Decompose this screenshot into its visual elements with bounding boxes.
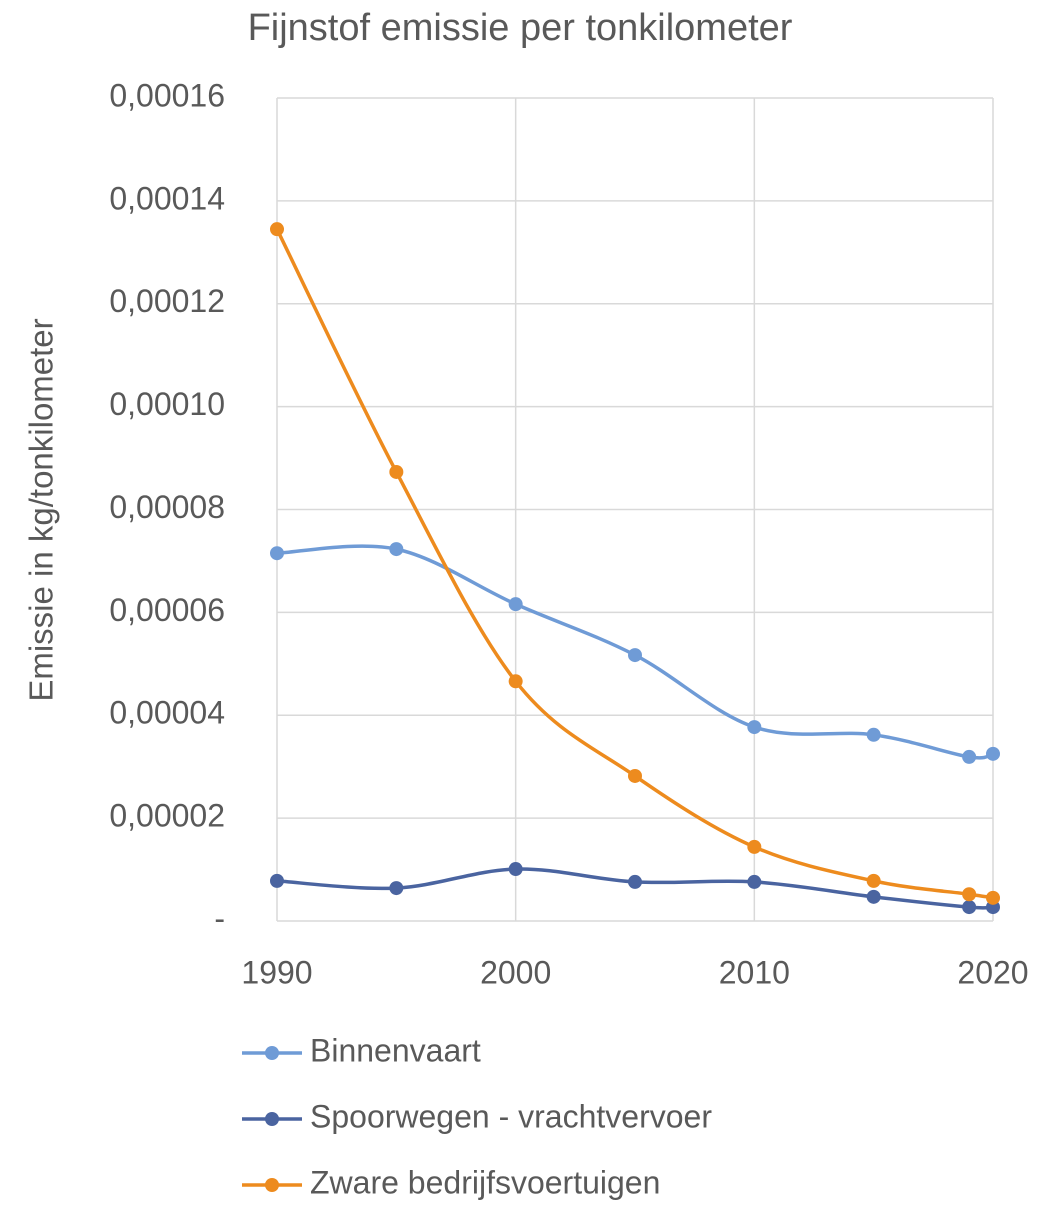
y-tick-label: 0,00010 <box>109 386 225 422</box>
data-point <box>628 874 642 889</box>
data-point <box>270 873 284 888</box>
legend-marker <box>265 1178 279 1192</box>
data-point <box>270 222 284 237</box>
y-tick-label: 0,00016 <box>109 77 225 113</box>
x-tick-label: 2010 <box>719 954 790 990</box>
x-tick-label: 2020 <box>957 954 1028 990</box>
y-tick-label: 0,00002 <box>109 798 225 834</box>
series-line <box>275 228 994 900</box>
y-tick-label: 0,00014 <box>109 180 225 216</box>
data-point <box>747 874 762 889</box>
data-point <box>508 597 523 612</box>
data-point <box>628 648 642 663</box>
data-point <box>389 464 404 479</box>
data-point <box>628 768 642 783</box>
data-point <box>508 862 523 877</box>
data-point <box>986 890 1000 905</box>
data-point <box>962 749 977 764</box>
data-point <box>389 881 404 896</box>
y-axis-label: Emissie in kg/tonkilometer <box>23 318 60 701</box>
legend-marker <box>265 1046 279 1060</box>
legend-label: Spoorwegen - vrachtvervoer <box>310 1098 712 1134</box>
y-tick-label: 0,00008 <box>109 489 225 525</box>
legend-marker <box>265 1112 279 1126</box>
y-tick-label: 0,00004 <box>109 695 225 731</box>
series-line <box>276 867 994 910</box>
x-tick-label: 1990 <box>241 954 312 990</box>
data-point <box>389 542 404 557</box>
y-tick-label: 0,00006 <box>109 592 225 628</box>
data-point <box>962 900 977 915</box>
data-point <box>866 889 881 904</box>
data-point <box>747 720 762 735</box>
data-point <box>866 873 881 888</box>
y-tick-label: 0,00012 <box>109 283 225 319</box>
data-point <box>962 887 977 902</box>
data-point <box>986 746 1000 761</box>
chart-title: Fijnstof emissie per tonkilometer <box>248 7 793 49</box>
x-tick-label: 2000 <box>480 954 551 990</box>
legend-label: Zware bedrijfsvoertuigen <box>310 1164 660 1200</box>
data-point <box>866 727 881 742</box>
data-point <box>270 546 284 561</box>
data-point <box>508 674 523 689</box>
legend-label: Binnenvaart <box>310 1032 481 1068</box>
data-point <box>747 839 762 854</box>
y-tick-label: - <box>214 900 225 936</box>
